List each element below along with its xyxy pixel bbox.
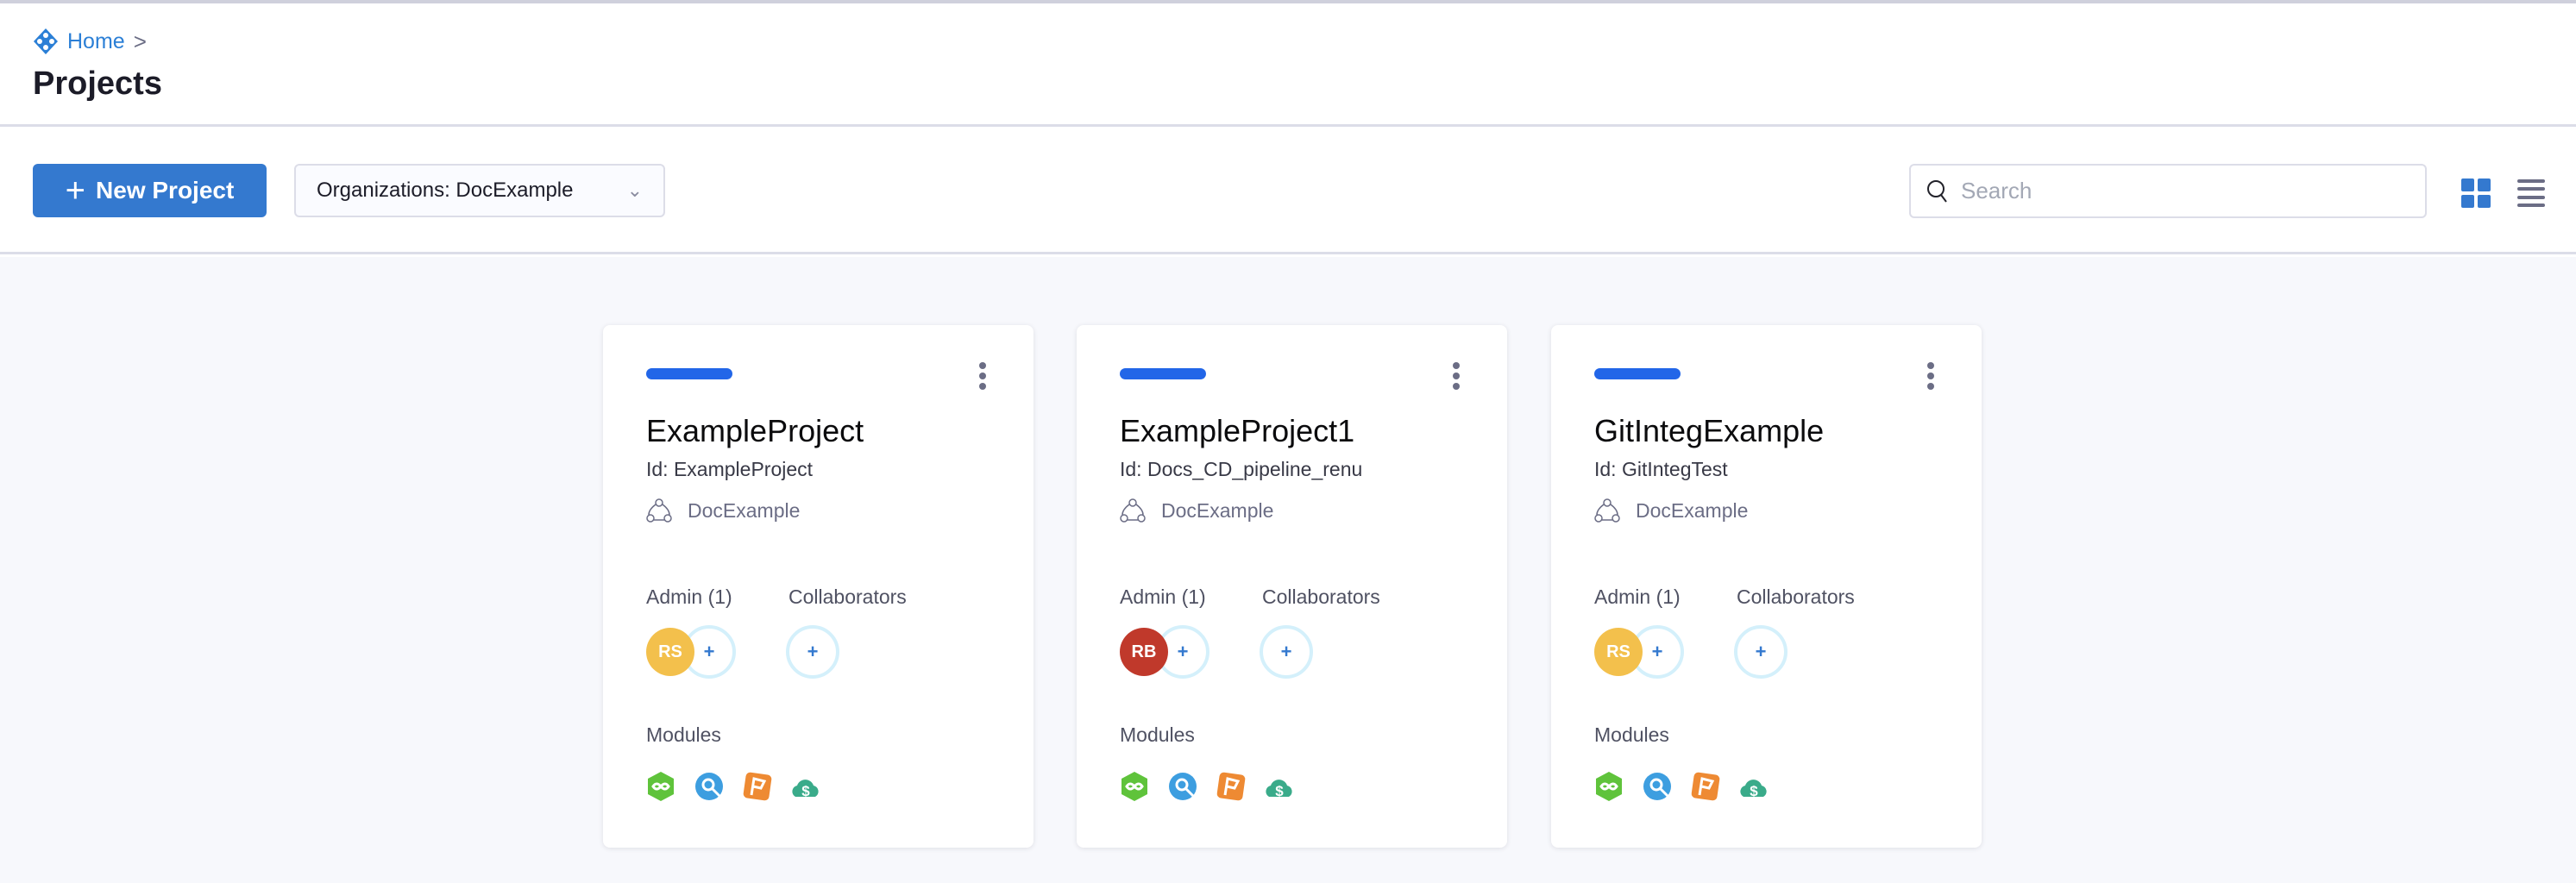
organization-icon [1594,498,1620,523]
admin-label: Admin (1) [1120,586,1206,608]
project-organization: DocExample [1594,498,1748,523]
project-color-bar [1594,368,1681,379]
search-field[interactable] [1909,164,2427,218]
ci-icon[interactable] [1167,771,1198,802]
modules-label: Modules [1120,723,1195,746]
add-admin-button[interactable]: + [1156,625,1209,679]
project-color-bar [1120,368,1206,379]
modules-label: Modules [646,723,721,746]
add-collaborator-button[interactable]: + [1260,625,1313,679]
project-organization: DocExample [646,498,800,523]
ci-icon[interactable] [694,771,725,802]
chevron-down-icon: ⌄ [626,179,643,201]
ccm-icon[interactable]: $ [1738,771,1769,802]
avatar[interactable]: RB [1120,628,1168,676]
organization-select[interactable]: Organizations: DocExample ⌄ [294,164,665,217]
organization-name: DocExample [688,498,801,522]
add-collaborator-button[interactable]: + [1734,625,1787,679]
project-name[interactable]: GitIntegExample [1594,413,1825,448]
admin-label: Admin (1) [1594,586,1681,608]
collaborators-label: Collaborators [789,586,907,608]
new-project-button[interactable]: + New Project [33,164,267,217]
more-options-icon[interactable] [975,362,990,390]
organization-name: DocExample [1636,498,1749,522]
collaborators-label: Collaborators [1737,586,1855,608]
breadcrumb-home[interactable]: Home [67,28,125,53]
modules-label: Modules [1594,723,1669,746]
organization-select-value: Organizations: DocExample [317,178,574,202]
project-card[interactable]: ExampleProject1 Id: Docs_CD_pipeline_ren… [1077,325,1507,848]
cd-icon[interactable] [1119,771,1150,802]
grid-view-icon[interactable] [2461,178,2491,208]
ccm-icon[interactable]: $ [1264,771,1295,802]
cd-icon[interactable] [645,771,676,802]
plus-icon: + [65,172,86,210]
more-options-icon[interactable] [1923,362,1938,390]
more-options-icon[interactable] [1448,362,1464,390]
ff-icon[interactable] [1690,771,1721,802]
project-id: Id: ExampleProject [646,458,814,480]
ff-icon[interactable] [1216,771,1247,802]
collaborators-label: Collaborators [1262,586,1380,608]
svg-text:$: $ [801,783,810,799]
search-icon [1927,179,1947,203]
cd-icon[interactable] [1593,771,1624,802]
avatar[interactable]: RS [646,628,694,676]
ci-icon[interactable] [1642,771,1673,802]
organization-icon [1120,498,1146,523]
top-border [0,0,2576,3]
breadcrumb[interactable]: Home > [33,28,147,55]
harness-logo-icon [34,28,58,54]
project-id: Id: GitIntegTest [1594,458,1728,480]
page-header: Home > Projects [0,3,2576,127]
add-admin-button[interactable]: + [1630,625,1684,679]
project-color-bar [646,368,732,379]
ff-icon[interactable] [742,771,773,802]
project-card[interactable]: GitIntegExample Id: GitIntegTest DocExam… [1551,325,1982,848]
search-input[interactable] [1961,178,2392,204]
admin-label: Admin (1) [646,586,732,608]
ccm-icon[interactable]: $ [790,771,821,802]
project-organization: DocExample [1120,498,1273,523]
svg-text:$: $ [1750,783,1758,799]
project-name[interactable]: ExampleProject [646,413,864,448]
project-name[interactable]: ExampleProject1 [1120,413,1355,448]
projects-grid: ExampleProject Id: ExampleProject DocExa… [0,257,2576,883]
new-project-label: New Project [96,177,235,204]
add-collaborator-button[interactable]: + [786,625,839,679]
project-id: Id: Docs_CD_pipeline_renu [1120,458,1363,480]
toolbar: + New Project Organizations: DocExample ⌄ [0,129,2576,254]
avatar[interactable]: RS [1594,628,1643,676]
svg-text:$: $ [1275,783,1284,799]
project-card[interactable]: ExampleProject Id: ExampleProject DocExa… [603,325,1034,848]
chevron-right-icon: > [133,28,147,54]
page-title: Projects [33,66,162,102]
organization-icon [646,498,672,523]
list-view-icon[interactable] [2517,179,2545,207]
organization-name: DocExample [1161,498,1274,522]
